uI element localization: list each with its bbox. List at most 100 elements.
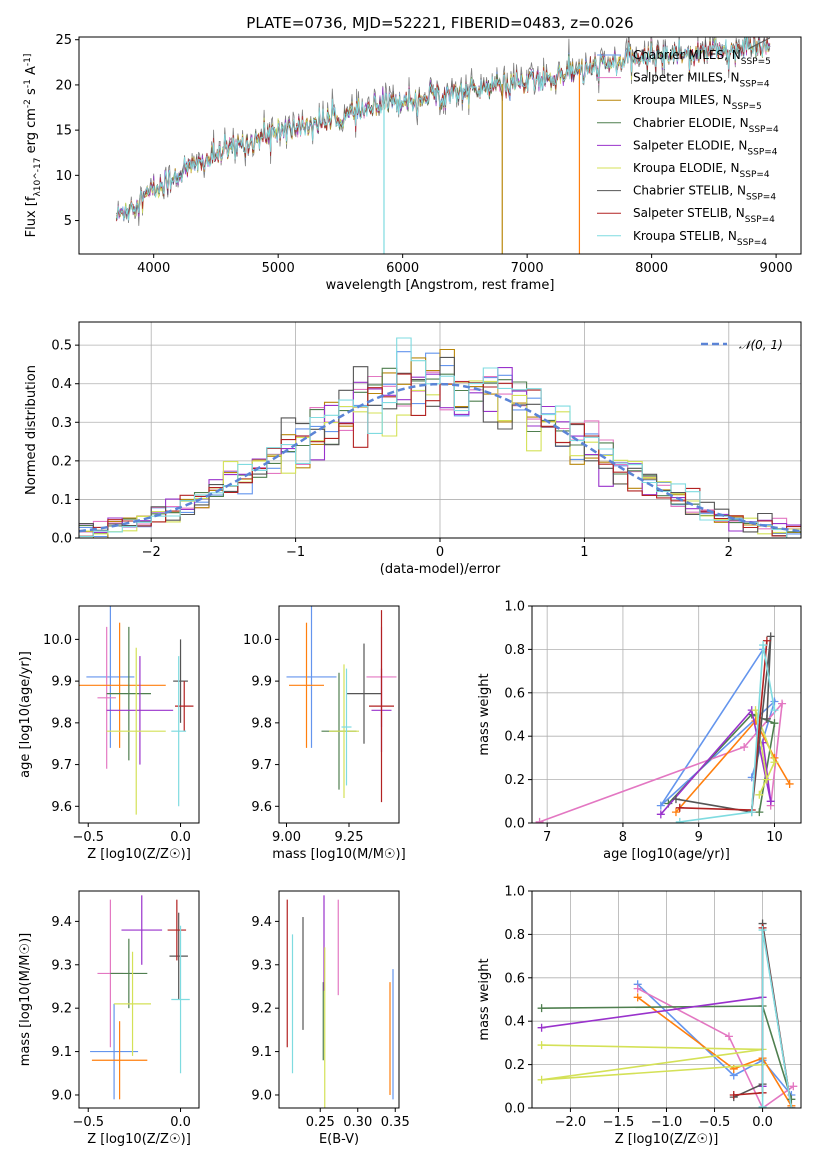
histogram-step [79, 337, 801, 538]
weight-marker [747, 808, 756, 817]
y-tick-label: 0.2 [504, 773, 525, 788]
x-tick-label: 9000 [760, 261, 793, 276]
weight-marker [671, 808, 680, 817]
legend-label: Salpeter STELIB, NSSP=4 [633, 206, 775, 225]
errorbar-point [110, 938, 148, 1009]
weight-marker [724, 1032, 733, 1041]
weight-marker [671, 795, 680, 804]
x-tick-label: 7 [543, 830, 551, 845]
weight-marker [770, 758, 779, 767]
y-tick-label: 9.2 [51, 1002, 72, 1017]
plot-area [286, 895, 394, 1108]
spectrum-edge [748, 37, 771, 50]
x-tick-label: −0.5 [72, 1115, 104, 1130]
legend-label: Salpeter MILES, NSSP=4 [633, 71, 770, 90]
y-tick-label: 0.8 [504, 643, 525, 658]
weight-marker [789, 1082, 798, 1091]
y-axis-label: Normed distribution [24, 365, 39, 495]
y-tick-label: 9.1 [251, 1045, 272, 1060]
chart-mass-weight-vs-Z: −2.0 −1.5 −1.0 −0.5 0.0 0.0 0.2 0.4 0.6 0.8 1.0 Z [… [477, 885, 802, 1147]
errorbar-point [173, 639, 188, 723]
legend-label: Chabrier STELIB, NSSP=4 [633, 184, 776, 203]
axes-frame [78, 36, 802, 255]
x-axis-label: Z [log10(Z/Z☉)] [87, 847, 191, 862]
errorbar-point [171, 925, 190, 1074]
y-tick-label: 9.3 [51, 958, 72, 973]
weight-marker [755, 790, 764, 799]
errorbar-point [346, 643, 382, 744]
x-axis-label: (data-model)/error [380, 562, 501, 577]
y-tick-label: 0.4 [51, 377, 72, 392]
y-axis-label: Flux [fλ10^-17 erg cm-2 s-1 A-1] [23, 54, 43, 238]
x-tick-label: −0.5 [699, 1115, 731, 1130]
y-tick-label: 9.2 [251, 1002, 272, 1017]
x-tick-label: 8000 [635, 261, 668, 276]
x-tick-label: −2 [142, 545, 161, 560]
model-line [115, 37, 771, 221]
y-tick-label: 9.8 [251, 716, 272, 731]
weight-marker [675, 817, 684, 823]
axes-frame [278, 890, 400, 1109]
y-tick-label: 9.3 [251, 958, 272, 973]
weight-marker [656, 801, 665, 810]
y-axis-label: mass weight [477, 673, 492, 755]
weight-line [675, 719, 791, 813]
legend-label: Chabrier MILES, NSSP=5 [633, 48, 771, 67]
weight-line [637, 996, 793, 1107]
errorbar-point [329, 664, 359, 798]
errorbar-point [114, 951, 151, 1056]
errorbar-point [106, 626, 151, 761]
weight-marker [758, 1102, 767, 1108]
y-tick-label: 9.9 [251, 675, 272, 690]
errorbar-point [167, 899, 187, 961]
weight-line [637, 987, 794, 1108]
x-tick-label: −1.5 [603, 1115, 635, 1130]
y-tick-label: 0.4 [504, 730, 525, 745]
weight-line [541, 1044, 763, 1081]
y-tick-label: 0.5 [51, 339, 72, 354]
legend-label: Kroupa STELIB, NSSP=4 [633, 229, 767, 248]
axes-frame [78, 605, 200, 824]
chart-spectrum: 4000 5000 6000 7000 8000 9000 5 10 15 20 25 wavelen… [23, 33, 802, 293]
histogram-step [79, 373, 801, 537]
y-tick-label: 0.1 [51, 493, 72, 508]
errorbar-point [341, 668, 352, 786]
weight-marker [755, 808, 764, 817]
y-tick-label: 0.2 [51, 454, 72, 469]
errorbar-point [289, 622, 324, 748]
y-tick-label: 0.0 [504, 817, 525, 832]
errorbar-point [286, 606, 337, 748]
y-tick-label: 9.6 [51, 800, 72, 815]
weight-marker [537, 1041, 546, 1050]
weight-marker [762, 714, 771, 723]
weight-marker [762, 775, 771, 784]
x-axis-label: mass [log10(M/M☉)] [272, 847, 405, 862]
legend-label: Kroupa ELODIE, NSSP=4 [633, 161, 770, 180]
legend-label: Chabrier ELODIE, NSSP=4 [633, 116, 779, 135]
axes-frame [78, 321, 802, 539]
errorbar-point [175, 681, 194, 732]
x-tick-label: 0.0 [752, 1115, 773, 1130]
y-tick-label: 1.0 [504, 885, 525, 900]
legend-label: 𝒩(0, 1) [739, 338, 783, 352]
x-tick-label: −0.5 [72, 830, 104, 845]
y-tick-label: 0.2 [504, 1058, 525, 1073]
plot-area [115, 37, 771, 254]
y-tick-label: 1.0 [504, 600, 525, 615]
weight-marker [633, 993, 642, 1002]
x-tick-label: 9.25 [335, 830, 364, 845]
plot-area [79, 606, 194, 815]
y-tick-label: 9.0 [251, 1088, 272, 1103]
y-tick-label: 0.6 [504, 686, 525, 701]
y-tick-label: 25 [55, 33, 72, 48]
weight-line [679, 644, 776, 823]
weight-marker [770, 697, 779, 706]
y-tick-label: 0.3 [51, 416, 72, 431]
y-axis-label: mass [log10(M/M☉)] [18, 933, 33, 1066]
weight-marker [787, 1104, 796, 1108]
weight-marker [766, 797, 775, 806]
y-tick-label: 15 [55, 124, 72, 139]
x-tick-label: −1 [286, 545, 305, 560]
plot-area [90, 895, 190, 1100]
chart-age-vs-Z: −0.5 0.0 9.6 9.7 9.8 9.9 10.0 Z [log10(Z/Z☉)] ag… [18, 605, 200, 862]
